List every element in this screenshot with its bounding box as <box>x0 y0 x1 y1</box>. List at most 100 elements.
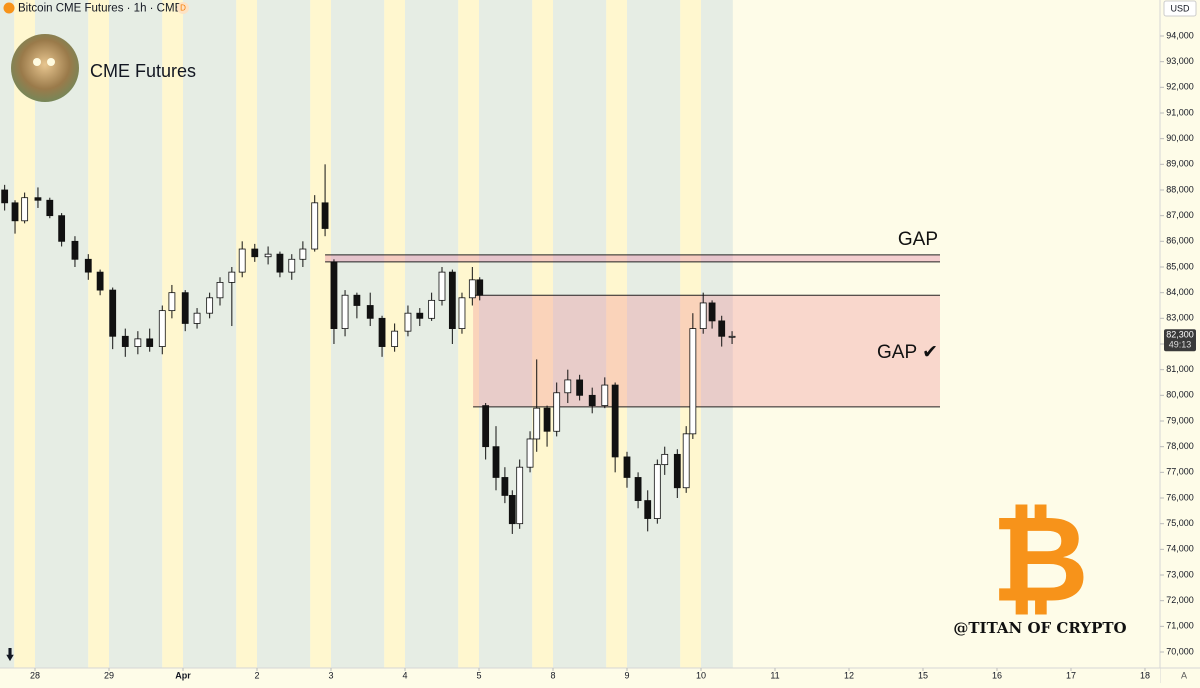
session-band <box>552 0 607 668</box>
y-tick-label: 80,000 <box>1166 390 1194 400</box>
plot <box>1 164 941 534</box>
candle-body <box>34 197 42 201</box>
x-tick-label: 4 <box>402 670 407 680</box>
auto-scale[interactable]: A <box>1181 670 1187 680</box>
candle-body <box>564 379 572 394</box>
candle-body <box>438 271 446 301</box>
candle-body <box>1 189 9 204</box>
candle-body <box>71 240 79 260</box>
watermark-logo: ₿ <box>991 491 1089 630</box>
x-tick-label: 11 <box>770 670 779 680</box>
x-tick-label: 5 <box>476 670 481 680</box>
last-price-tag <box>1164 329 1196 352</box>
session-band <box>256 0 311 668</box>
candle-body <box>708 302 716 322</box>
candle-body <box>288 258 296 273</box>
y-tick-label: 77,000 <box>1166 467 1194 477</box>
candle-body <box>251 248 259 258</box>
y-tick-label: 79,000 <box>1166 415 1194 425</box>
candle-body <box>718 320 726 337</box>
candle-body <box>611 384 619 458</box>
candle-body <box>311 202 319 250</box>
currency-box[interactable] <box>1163 0 1197 17</box>
avatar-eye <box>33 58 41 66</box>
y-tick-label: 72,000 <box>1166 595 1194 605</box>
pre-session-band <box>162 0 183 668</box>
x-tick-label: 18 <box>1140 670 1150 680</box>
candle-body <box>378 317 386 347</box>
x-tick-label: 15 <box>918 670 928 680</box>
pre-session-band <box>236 0 257 668</box>
candle-body <box>391 330 399 347</box>
candle-body <box>533 407 541 440</box>
candle-body <box>109 289 117 337</box>
candle-body <box>634 477 642 501</box>
candle-body <box>21 197 29 222</box>
y-tick-label: 84,000 <box>1166 287 1194 297</box>
candle-body <box>661 453 669 466</box>
candle-body <box>264 253 272 258</box>
y-tick-label: 81,000 <box>1166 364 1194 374</box>
y-tick-label: 85,000 <box>1166 261 1194 271</box>
session-band <box>626 0 681 668</box>
y-tick-label: 76,000 <box>1166 492 1194 502</box>
x-tick-label: 8 <box>550 670 555 680</box>
candle-body <box>526 438 534 468</box>
x-tick-label: 3 <box>328 670 333 680</box>
author-name: CME Futures <box>90 61 196 81</box>
gap-label: GAP <box>898 229 938 250</box>
avatar-eye <box>47 58 55 66</box>
bar-countdown: 49:13 <box>1169 340 1192 350</box>
y-tick-label: 94,000 <box>1166 30 1194 40</box>
y-tick-label: 74,000 <box>1166 544 1194 554</box>
y-tick-label: 78,000 <box>1166 441 1194 451</box>
session-band <box>0 0 15 668</box>
candle-body <box>576 379 584 396</box>
watermark-handle: @TITAN OF CRYPTO <box>953 619 1126 637</box>
candle-body <box>428 299 436 319</box>
candle-body <box>508 495 516 525</box>
y-tick-label: 86,000 <box>1166 236 1194 246</box>
y-tick-label: 75,000 <box>1166 518 1194 528</box>
candle-body <box>168 292 176 312</box>
pre-session-band <box>458 0 479 668</box>
candle-body <box>366 305 374 319</box>
candle-body <box>588 394 596 406</box>
candle-body <box>501 477 509 496</box>
x-tick-label: 29 <box>104 670 114 680</box>
y-tick-label: 88,000 <box>1166 184 1194 194</box>
candle-body <box>11 202 19 222</box>
candle-body <box>216 281 224 299</box>
candle-body <box>404 312 412 332</box>
session-band <box>108 0 163 668</box>
y-tick-label: 83,000 <box>1166 313 1194 323</box>
candle-body <box>623 456 631 478</box>
currency[interactable]: USD <box>1170 3 1190 13</box>
delay-badge <box>177 2 189 14</box>
session-band <box>182 0 237 668</box>
candle-body <box>653 464 661 519</box>
candle-body <box>146 338 154 347</box>
candle-body <box>492 446 500 478</box>
session-band <box>478 0 533 668</box>
delay-badge-text: D <box>180 4 186 13</box>
y-tick-label: 73,000 <box>1166 569 1194 579</box>
candle-body <box>468 279 476 299</box>
y-tick-label: 91,000 <box>1166 107 1194 117</box>
y-tick-label: 89,000 <box>1166 159 1194 169</box>
pre-session-band <box>606 0 627 668</box>
session-band <box>700 0 733 668</box>
candle-body <box>134 338 142 347</box>
x-tick-label: 17 <box>1066 670 1076 680</box>
symbol-icon <box>3 2 15 14</box>
x-tick-label: Apr <box>175 670 191 680</box>
candle-body <box>682 433 690 489</box>
y-tick-label: 70,000 <box>1166 646 1194 656</box>
pre-session-band <box>14 0 36 668</box>
candle-body <box>673 453 681 489</box>
candle-body <box>458 297 466 329</box>
pre-session-band <box>88 0 109 668</box>
candle-body <box>46 199 54 217</box>
y-tick-label: 87,000 <box>1166 210 1194 220</box>
